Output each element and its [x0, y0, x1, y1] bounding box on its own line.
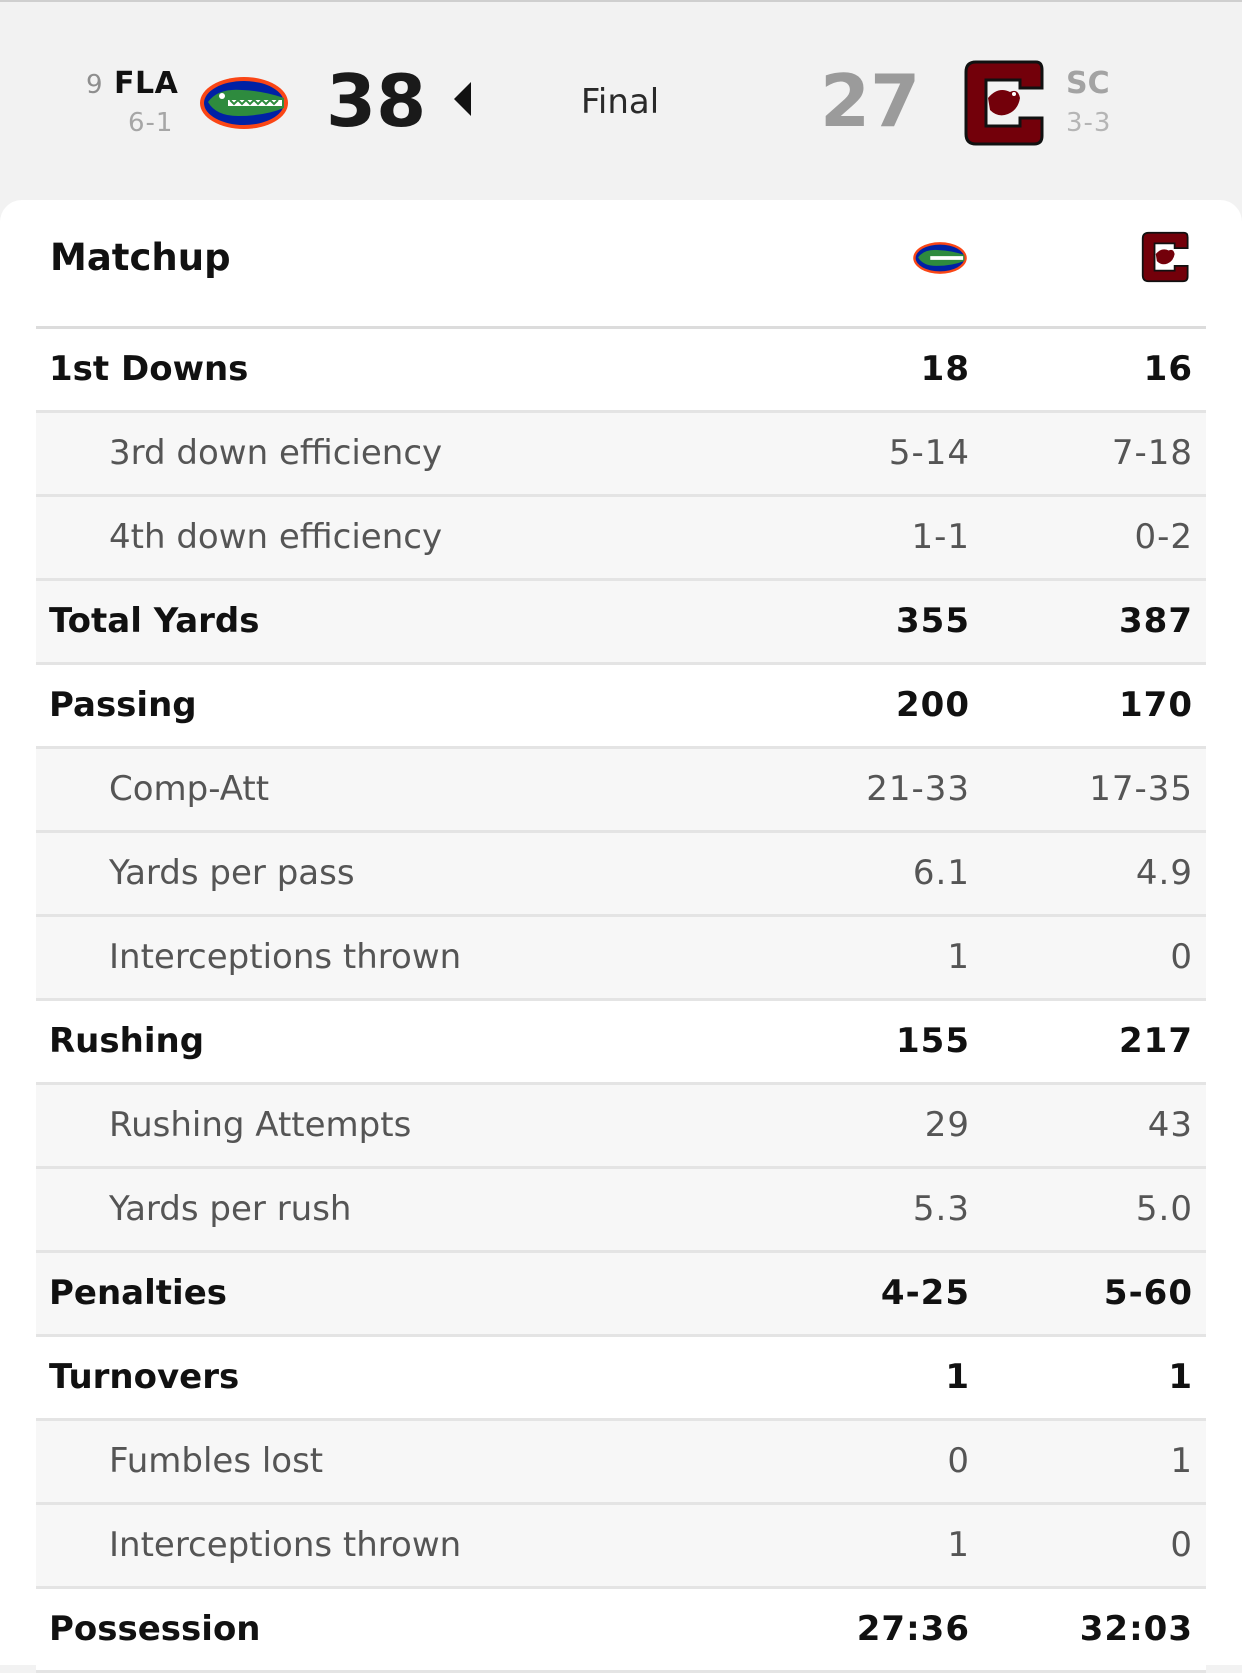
stat-label: 1st Downs: [49, 349, 249, 389]
stat-label: Possession: [49, 1609, 261, 1649]
stat-row: Total Yards 355 387: [36, 581, 1206, 665]
gator-logo-icon[interactable]: [198, 74, 290, 132]
winner-arrow-icon: [454, 82, 471, 116]
stat-row: Possession 27:36 32:03: [36, 1589, 1206, 1673]
stat-row: Penalties 4-25 5-60: [36, 1253, 1206, 1337]
away-stat-value: 17-35: [1089, 769, 1193, 809]
away-stat-value: 5-60: [1103, 1273, 1193, 1313]
scoreboard-header[interactable]: 9 FLA 6-1 38 Final 27 SC 3-3: [0, 2, 1242, 200]
home-stat-value: 5.3: [912, 1189, 970, 1229]
away-stat-value: 0: [1170, 937, 1193, 977]
away-team-score: 27: [820, 59, 921, 143]
stat-label: Comp-Att: [109, 769, 270, 809]
gamecock-logo-icon: [1141, 231, 1189, 283]
stat-row: Passing 200 170: [36, 665, 1206, 749]
stat-label: Rushing Attempts: [109, 1105, 412, 1145]
stat-row: Interceptions thrown 1 0: [36, 1505, 1206, 1589]
away-stat-value: 5.0: [1135, 1189, 1193, 1229]
home-stat-value: 6.1: [912, 853, 970, 893]
game-status: Final: [580, 82, 660, 122]
home-stat-value: 0: [947, 1441, 970, 1481]
stat-label: 4th down efficiency: [109, 517, 443, 557]
home-stat-value: 1: [947, 1525, 970, 1565]
matchup-stats-table: 1st Downs 18 16 3rd down efficiency 5-14 7-18…: [36, 326, 1206, 1673]
home-stat-value: 18: [920, 349, 970, 389]
home-stat-value: 355: [896, 601, 970, 641]
home-stat-value: 29: [924, 1105, 970, 1145]
stat-label: Fumbles lost: [109, 1441, 324, 1481]
stat-row: Interceptions thrown 1 0: [36, 917, 1206, 1001]
home-team-abbr[interactable]: FLA: [114, 66, 179, 101]
home-stat-value: 4-25: [880, 1273, 970, 1313]
home-stat-value: 1: [947, 937, 970, 977]
away-stat-value: 387: [1119, 601, 1193, 641]
stat-row: Comp-Att 21-33 17-35: [36, 749, 1206, 833]
away-stat-value: 0-2: [1134, 517, 1193, 557]
gamecock-logo-icon[interactable]: [958, 58, 1046, 148]
stat-row: Rushing 155 217: [36, 1001, 1206, 1085]
home-team-rank: 9: [86, 70, 103, 100]
home-stat-value: 5-14: [888, 433, 970, 473]
away-stat-value: 32:03: [1079, 1609, 1193, 1649]
stat-label: Yards per rush: [109, 1189, 352, 1229]
away-stat-value: 43: [1147, 1105, 1193, 1145]
stat-row: Rushing Attempts 29 43: [36, 1085, 1206, 1169]
away-stat-value: 4.9: [1135, 853, 1193, 893]
stat-row: 3rd down efficiency 5-14 7-18: [36, 413, 1206, 497]
home-stat-value: 21-33: [866, 769, 970, 809]
home-stat-value: 200: [896, 685, 970, 725]
stat-row: Fumbles lost 0 1: [36, 1421, 1206, 1505]
stat-label: Total Yards: [49, 601, 260, 641]
away-stat-value: 170: [1119, 685, 1193, 725]
stat-label: Turnovers: [49, 1357, 240, 1397]
away-stat-value: 1: [1168, 1357, 1193, 1397]
stat-label: Passing: [49, 685, 197, 725]
away-stat-value: 16: [1143, 349, 1193, 389]
stat-label: Interceptions thrown: [109, 1525, 462, 1565]
stat-label: Rushing: [49, 1021, 205, 1061]
stat-row: 4th down efficiency 1-1 0-2: [36, 497, 1206, 581]
stat-label: Yards per pass: [109, 853, 355, 893]
home-team-record: 6-1: [128, 108, 174, 138]
top-divider: [0, 0, 1242, 2]
away-stat-value: 0: [1170, 1525, 1193, 1565]
away-stat-value: 7-18: [1111, 433, 1193, 473]
stat-row: Yards per pass 6.1 4.9: [36, 833, 1206, 917]
stat-row: 1st Downs 18 16: [36, 329, 1206, 413]
stat-label: 3rd down efficiency: [109, 433, 443, 473]
home-stat-value: 1: [945, 1357, 970, 1397]
stat-row: Yards per rush 5.3 5.0: [36, 1169, 1206, 1253]
home-stat-value: 155: [896, 1021, 970, 1061]
away-team-record: 3-3: [1066, 108, 1112, 138]
matchup-card: Matchup 1st Downs 18 16 3rd down efficiency…: [0, 200, 1242, 1673]
stat-label: Interceptions thrown: [109, 937, 462, 977]
home-stat-value: 1-1: [911, 517, 970, 557]
home-stat-value: 27:36: [856, 1609, 970, 1649]
away-stat-value: 217: [1119, 1021, 1193, 1061]
home-team-score: 38: [326, 59, 427, 143]
matchup-title: Matchup: [50, 236, 231, 279]
stat-label: Penalties: [49, 1273, 227, 1313]
stat-row: Turnovers 1 1: [36, 1337, 1206, 1421]
away-team-abbr[interactable]: SC: [1066, 66, 1110, 101]
away-stat-value: 1: [1170, 1441, 1193, 1481]
gator-logo-icon: [913, 242, 967, 274]
